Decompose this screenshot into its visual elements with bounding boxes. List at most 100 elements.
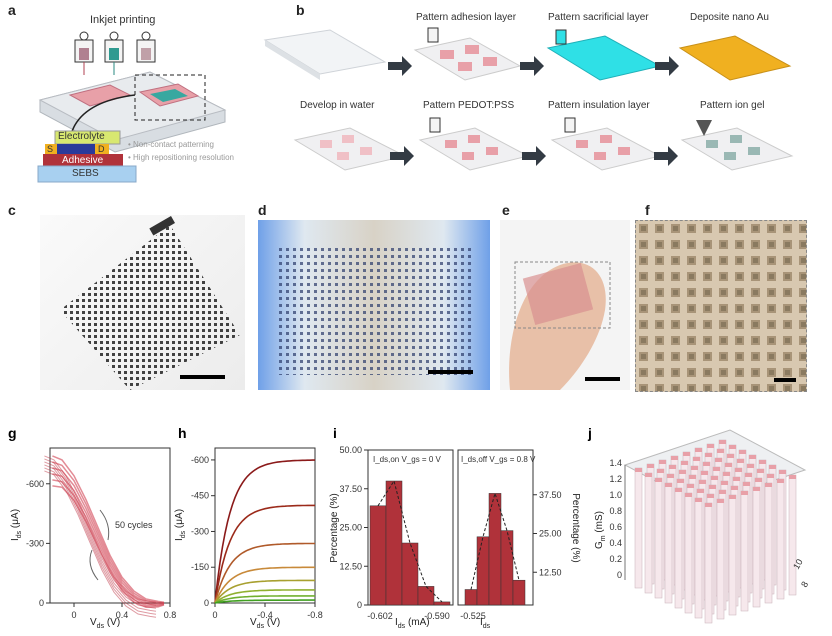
j-bar-top [665,483,672,487]
j-bar [664,482,673,604]
j-bar [634,467,643,589]
j-bar-top [699,480,706,484]
g-series-line [52,461,165,604]
j-ztick: 0.8 [609,506,622,516]
j-bar-top [687,484,694,488]
g-series-line [52,485,165,608]
j-bar-top [741,491,748,495]
h-series-line [214,589,315,604]
g-xlabel: Vds (V) [90,617,120,630]
j-bar-top [725,463,732,467]
j-bar [740,490,749,612]
i-bar [476,536,490,606]
h-xtick: -0.4 [257,610,273,620]
j-bar-top [681,461,688,465]
j-bar-top [711,476,718,480]
layer-s: S [47,144,54,154]
j-bar-top [667,474,674,478]
j-bar-top [769,465,776,469]
i-y2tick: 12.50 [539,567,562,577]
i-bar [433,601,451,606]
j-bar-top [705,453,712,457]
j-bar-top [707,444,714,448]
j-bar-top [677,479,684,483]
g-series-line [52,473,165,606]
j-bar-top [635,468,642,472]
inkjet-title: Inkjet printing [90,14,156,26]
step-insulation: Pattern insulation layer [548,100,650,111]
j-zlabel: Gm (mS) [594,511,607,549]
step-adhesion: Pattern adhesion layer [416,12,517,23]
j-bar-top [657,469,664,473]
g-ytick: -300 [26,538,44,548]
g-series-line [52,467,165,605]
panel-label-d: d [258,202,267,218]
j-bar-top [693,457,700,461]
j-bar-top [691,466,698,470]
photo-stretched-array [40,215,245,390]
bullet-resolution: • High repositioning resolution [128,153,234,162]
j-bar-top [675,488,682,492]
j-bar-top [729,495,736,499]
h-ytick: -300 [191,526,209,536]
j-bar [684,492,693,614]
j-bar-top [749,455,756,459]
panel-label-g: g [8,425,17,441]
h-xlabel: Vds (V) [250,617,280,630]
printhead-icon [74,31,156,75]
step-pedot: Pattern PEDOT:PSS [423,100,515,111]
j-bar-top [709,485,716,489]
i-right-condition: I_ds,off V_gs = 0.8 V [461,455,536,464]
i-fit-line [377,479,443,603]
photo-finger-device [500,220,630,390]
j-bar [694,497,703,619]
j-bar-top [645,473,652,477]
g-series-line [52,455,165,603]
h-xtick: -0.8 [307,610,323,620]
panel-label-j: j [587,425,592,441]
j-bar-top [701,471,708,475]
j-ztick: 1.0 [609,490,622,500]
g-xtick: 0.4 [116,610,129,620]
h-ylabel: Ids (μA) [174,509,187,541]
i-xtick-right: -0.525 [460,611,486,621]
layer-electrolyte: Electrolyte [58,131,105,142]
j-bar-top [647,464,654,468]
g-annotation: 50 cycles [115,520,153,530]
j-ztick: 0.4 [609,538,622,548]
j-bar-top [731,486,738,490]
j-bar [716,498,725,620]
j-bar [788,474,797,596]
layer-adhesive: Adhesive [62,155,104,166]
g-xtick: 0 [71,610,76,620]
panel-label-e: e [502,202,510,218]
j-bar-top [707,494,714,498]
h-ytick: 0 [204,598,209,608]
j-bar-top [767,474,774,478]
j-bar-top [679,470,686,474]
i-xtick-left: -0.590 [424,611,450,621]
j-bar-top [669,465,676,469]
i-ytick: 25.00 [339,523,362,533]
j-bar [704,502,713,624]
j-bar-top [739,450,746,454]
j-bar-top [721,481,728,485]
i-ytick: 50.00 [339,445,362,455]
chart-j: j 0 0.2 0.4 0.6 0.8 1.0 1.2 1.4 10 8 Gm (mS) [587,425,810,624]
j-bar-top [729,445,736,449]
j-bar-top [719,490,726,494]
j-ztick: 0.6 [609,522,622,532]
j-bar-top [755,478,762,482]
j-ztick: 0.2 [609,554,622,564]
photo-microarray [635,220,807,392]
j-bar-top [745,473,752,477]
panel-label-i: i [333,425,337,441]
h-series-line [214,579,315,604]
layer-sebs: SEBS [72,168,99,179]
i-y2tick: 37.50 [539,490,562,500]
g-series-line [44,458,157,606]
i-ytick: 12.50 [339,561,362,571]
chart-i: i 0 12.50 25.00 37.50 50.00 12.50 25.00 37.50 -0… [329,425,581,630]
h-ytick: -150 [191,562,209,572]
g-series-line [44,464,157,612]
